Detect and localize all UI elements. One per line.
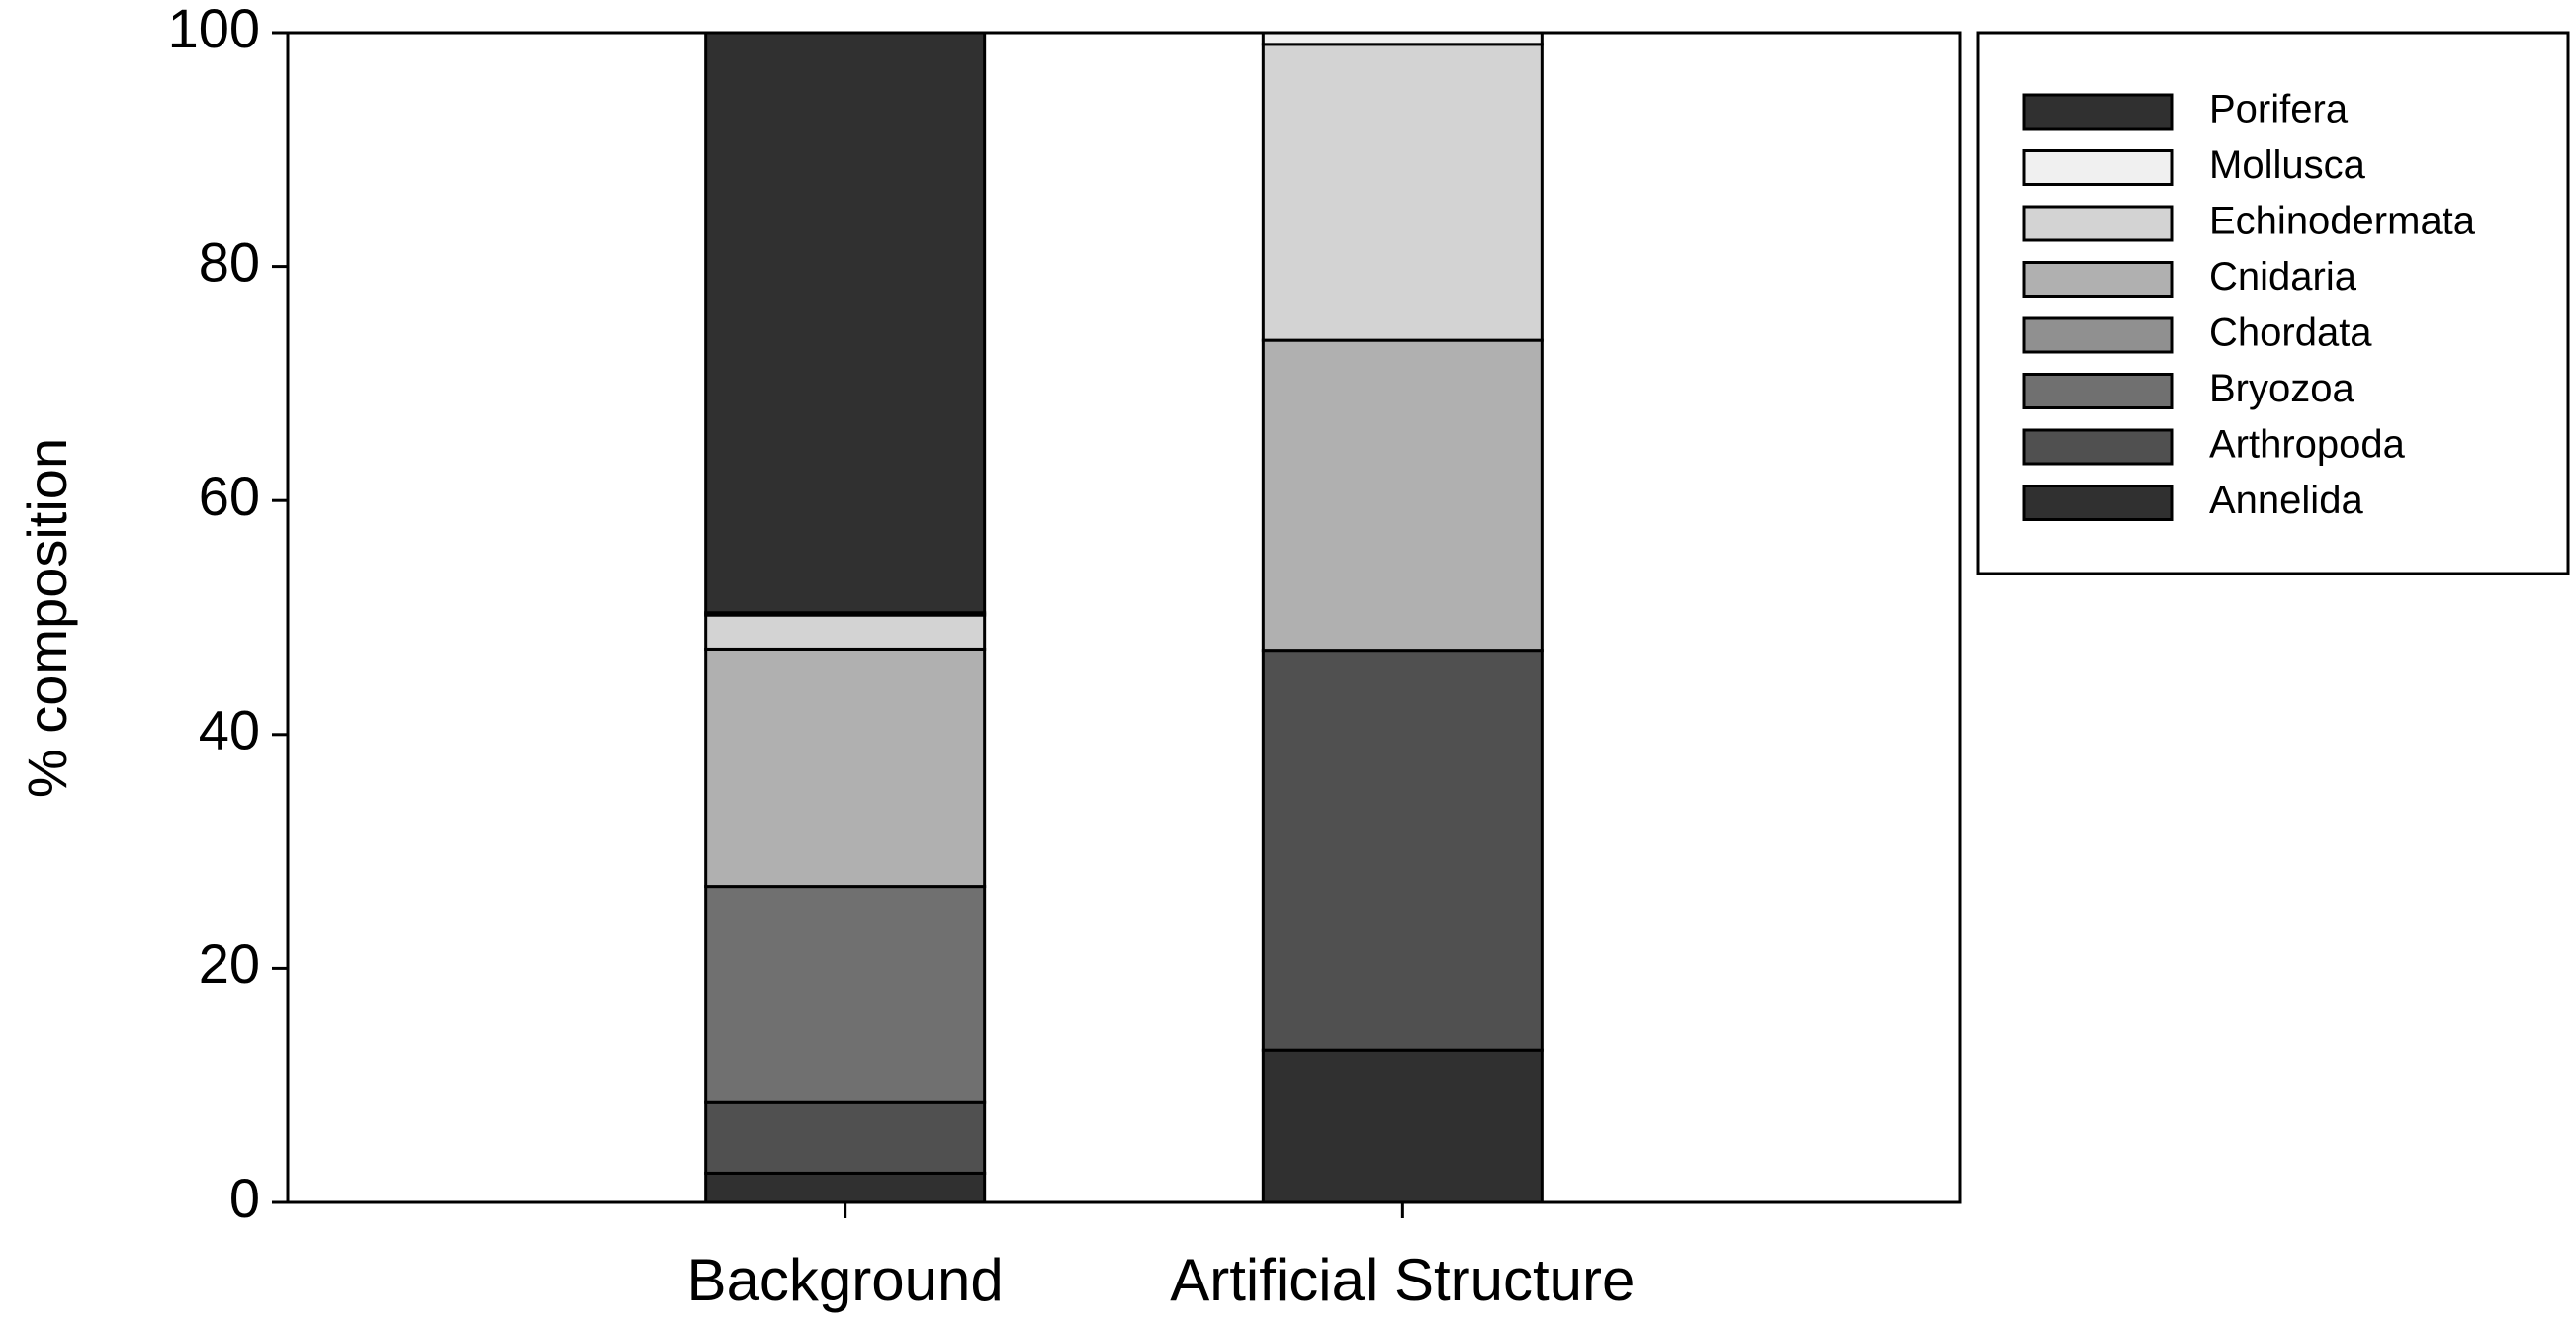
legend-label: Chordata (2209, 311, 2372, 355)
bar-segment (1261, 649, 1544, 1052)
legend-swatch (2022, 205, 2174, 242)
bar-segment (1261, 31, 1544, 46)
legend-label: Mollusca (2209, 143, 2366, 187)
legend-label: Cnidaria (2209, 255, 2357, 299)
legend-swatch (2022, 261, 2174, 298)
y-tick-label: 80 (199, 230, 260, 293)
bar-segment (704, 613, 987, 651)
legend-swatch (2022, 149, 2174, 186)
x-tick-label: Background (687, 1247, 1004, 1313)
y-tick-label: 0 (229, 1167, 260, 1229)
y-tick-label: 40 (199, 699, 260, 761)
legend-label: Porifera (2209, 88, 2349, 132)
bar-segment (704, 647, 987, 889)
bar-segment (1261, 1048, 1544, 1204)
y-tick-label: 60 (199, 465, 260, 527)
y-tick-label: 20 (199, 932, 260, 995)
legend-swatch (2022, 316, 2174, 354)
legend-label: Bryozoa (2209, 367, 2354, 410)
legend-label: Arthropoda (2209, 423, 2406, 467)
y-tick-label: 100 (168, 0, 260, 59)
legend-swatch (2022, 485, 2174, 521)
bar-segment (704, 31, 987, 615)
legend-label: Echinodermata (2209, 200, 2476, 243)
x-tick-label: Artificial Structure (1170, 1247, 1635, 1313)
plot-frame (286, 31, 1962, 1204)
y-axis-title: % composition (16, 438, 78, 798)
legend-swatch (2022, 93, 2174, 131)
bar-segment (704, 885, 987, 1104)
legend-swatch (2022, 428, 2174, 466)
bar-segment (1261, 338, 1544, 653)
legend-swatch (2022, 373, 2174, 409)
bar-segment (704, 1171, 987, 1204)
legend-label: Annelida (2209, 479, 2363, 522)
bar-segment (1261, 43, 1544, 342)
bar-segment (704, 1100, 987, 1175)
